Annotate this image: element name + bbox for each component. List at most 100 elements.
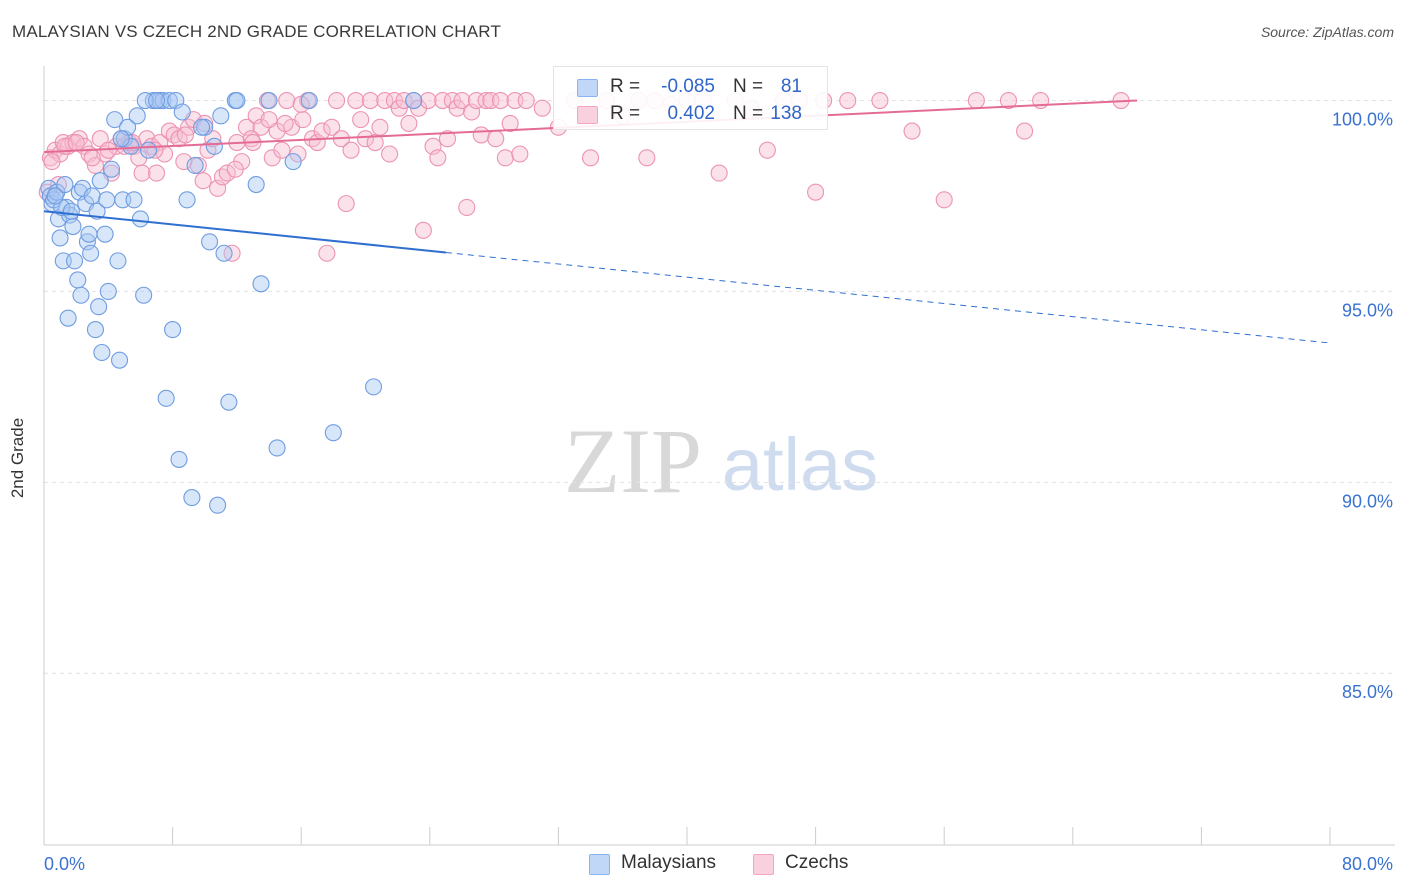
czech-point — [903, 122, 921, 140]
czech-point — [839, 91, 857, 110]
czech-point — [218, 164, 236, 182]
czech-point — [381, 145, 399, 163]
czech-point — [758, 141, 776, 159]
malaysian-point — [88, 202, 106, 220]
czech-point — [453, 91, 471, 110]
chart-title: MALAYSIAN VS CZECH 2ND GRADE CORRELATION… — [12, 22, 502, 41]
y-tick-label: 90.0% — [1342, 491, 1393, 511]
czech-point — [414, 221, 432, 239]
malaysian-trend-solid — [43, 210, 446, 254]
legend-n-label: N = — [733, 103, 764, 124]
malaysian-point — [260, 91, 278, 110]
legend-r-value: 0.402 — [667, 103, 715, 124]
czech-point — [260, 111, 278, 129]
malaysian-point — [91, 172, 109, 190]
legend-swatch-malaysians — [577, 79, 598, 97]
czech-point — [133, 164, 151, 182]
malaysian-point — [65, 252, 84, 270]
malaysian-point — [215, 244, 233, 262]
czech-point — [176, 126, 195, 144]
malaysian-point — [178, 191, 196, 209]
legend-label-czechs: Czechs — [785, 852, 849, 873]
czech-point — [147, 164, 166, 182]
malaysian-point — [98, 191, 116, 209]
malaysian-point — [80, 225, 98, 243]
malaysian-point — [72, 286, 90, 304]
czech-point — [400, 114, 418, 132]
legend-row-malaysians: R = -0.085 N = 81 — [554, 73, 827, 101]
malaysian-point — [147, 91, 166, 110]
czech-point — [967, 91, 985, 110]
legend-label-malaysians: Malaysians — [621, 852, 717, 873]
source-label: Source: ZipAtlas.com — [1260, 24, 1394, 40]
malaysian-point — [268, 439, 286, 457]
malaysian-point — [205, 137, 223, 155]
legend-n-label: N = — [733, 76, 764, 97]
czech-point — [419, 91, 437, 110]
malaysian-point — [125, 191, 143, 209]
malaysian-point — [106, 111, 124, 129]
legend-r-value: -0.085 — [661, 76, 715, 97]
malaysian-point — [96, 225, 114, 243]
malaysian-point — [173, 103, 191, 121]
malaysian-point — [192, 118, 211, 136]
czech-point — [273, 141, 291, 159]
malaysian-point — [109, 252, 127, 270]
malaysian-point — [86, 321, 104, 339]
czech-point — [429, 149, 447, 167]
malaysian-point — [186, 156, 204, 174]
czech-point — [276, 114, 294, 132]
malaysian-point — [247, 175, 265, 194]
malaysian-point — [228, 91, 246, 110]
malaysian-point — [160, 91, 178, 110]
czech-point — [376, 91, 394, 110]
malaysian-point — [56, 175, 74, 194]
malaysian-point — [212, 107, 230, 125]
czech-point — [477, 91, 495, 110]
czech-point — [342, 141, 360, 159]
correlation-legend: R = -0.085 N = 81 R = 0.402 N = 138 — [553, 66, 828, 130]
czech-point — [226, 160, 244, 178]
grid-lines — [44, 100, 1395, 674]
malaysian-point — [62, 202, 80, 220]
malaysian-point — [157, 389, 175, 407]
malaysian-point — [93, 343, 111, 362]
czech-point — [487, 130, 505, 148]
czech-point — [395, 91, 413, 110]
czech-point — [511, 145, 529, 163]
czech-point — [371, 118, 389, 136]
legend-n-value: 138 — [770, 103, 802, 124]
czech-point — [361, 91, 379, 110]
malaysian-point — [170, 450, 188, 468]
malaysian-point — [69, 271, 87, 289]
y-tick-label: 100.0% — [1332, 110, 1393, 130]
czech-point — [318, 244, 336, 262]
tick-labels: 85.0% 90.0% 95.0% 100.0% 0.0% 80.0% — [44, 110, 1393, 874]
watermark-atlas: atlas — [722, 423, 878, 506]
legend-row-czechs: R = 0.402 N = 138 — [554, 100, 827, 128]
czech-point — [323, 118, 341, 136]
czech-point — [67, 133, 85, 152]
malaysian-point — [154, 91, 172, 110]
czech-point — [472, 126, 490, 144]
czech-point — [83, 149, 101, 167]
malaysian-point — [405, 91, 423, 110]
czech-point — [935, 191, 953, 209]
czech-point — [458, 198, 476, 216]
czech-point — [581, 149, 600, 167]
czech-point — [194, 172, 212, 190]
legend-n-value: 81 — [780, 76, 802, 97]
czech-point — [337, 195, 355, 213]
malaysian-point — [112, 130, 130, 148]
czech-point — [638, 149, 656, 167]
czech-point — [43, 153, 61, 171]
czech-point — [533, 99, 551, 117]
legend-swatch-czechs — [753, 854, 774, 875]
czech-point — [517, 91, 535, 110]
czech-point — [434, 91, 452, 110]
czech-point — [710, 164, 728, 182]
x-tick-label: 80.0% — [1342, 854, 1393, 874]
axes — [43, 66, 1395, 846]
czech-point — [496, 149, 514, 167]
